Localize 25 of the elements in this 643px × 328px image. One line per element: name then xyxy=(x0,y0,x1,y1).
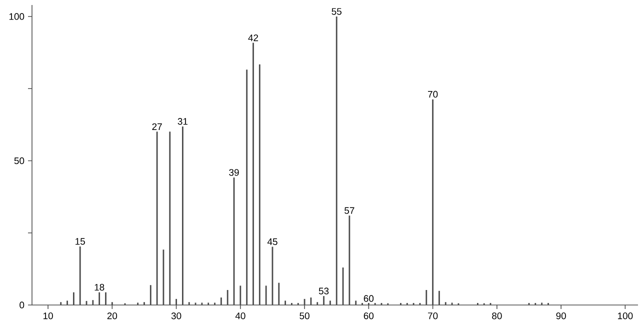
annotation: 27 xyxy=(152,123,162,130)
x-tick-label: 100 xyxy=(618,312,633,320)
annotation: 45 xyxy=(267,238,278,246)
x-tick-label: 30 xyxy=(171,312,182,320)
x-tick-label: 60 xyxy=(364,312,374,320)
y-tick-label: 100 xyxy=(9,13,24,20)
annotation: 15 xyxy=(76,238,85,245)
annotation: 60 xyxy=(364,295,374,302)
x-tick-label: 50 xyxy=(300,312,310,320)
x-tick-label: 40 xyxy=(235,312,246,320)
x-tick-label: 90 xyxy=(556,312,566,320)
annotation: 42 xyxy=(248,34,258,42)
annotation: 39 xyxy=(229,169,239,176)
y-tick-label: 50 xyxy=(14,157,24,164)
x-tick-label: 80 xyxy=(492,312,502,320)
annotation: 70 xyxy=(428,90,438,98)
annotation: 18 xyxy=(94,284,104,291)
x-tick-label: 20 xyxy=(107,312,118,320)
annotation: 31 xyxy=(178,118,188,125)
x-tick-label: 10 xyxy=(43,312,53,320)
x-tick-label: 70 xyxy=(428,312,438,320)
annotation: 53 xyxy=(318,288,329,294)
annotation: 55 xyxy=(332,8,342,15)
y-tick-label: 0 xyxy=(20,302,24,308)
annotation: 57 xyxy=(344,207,354,214)
